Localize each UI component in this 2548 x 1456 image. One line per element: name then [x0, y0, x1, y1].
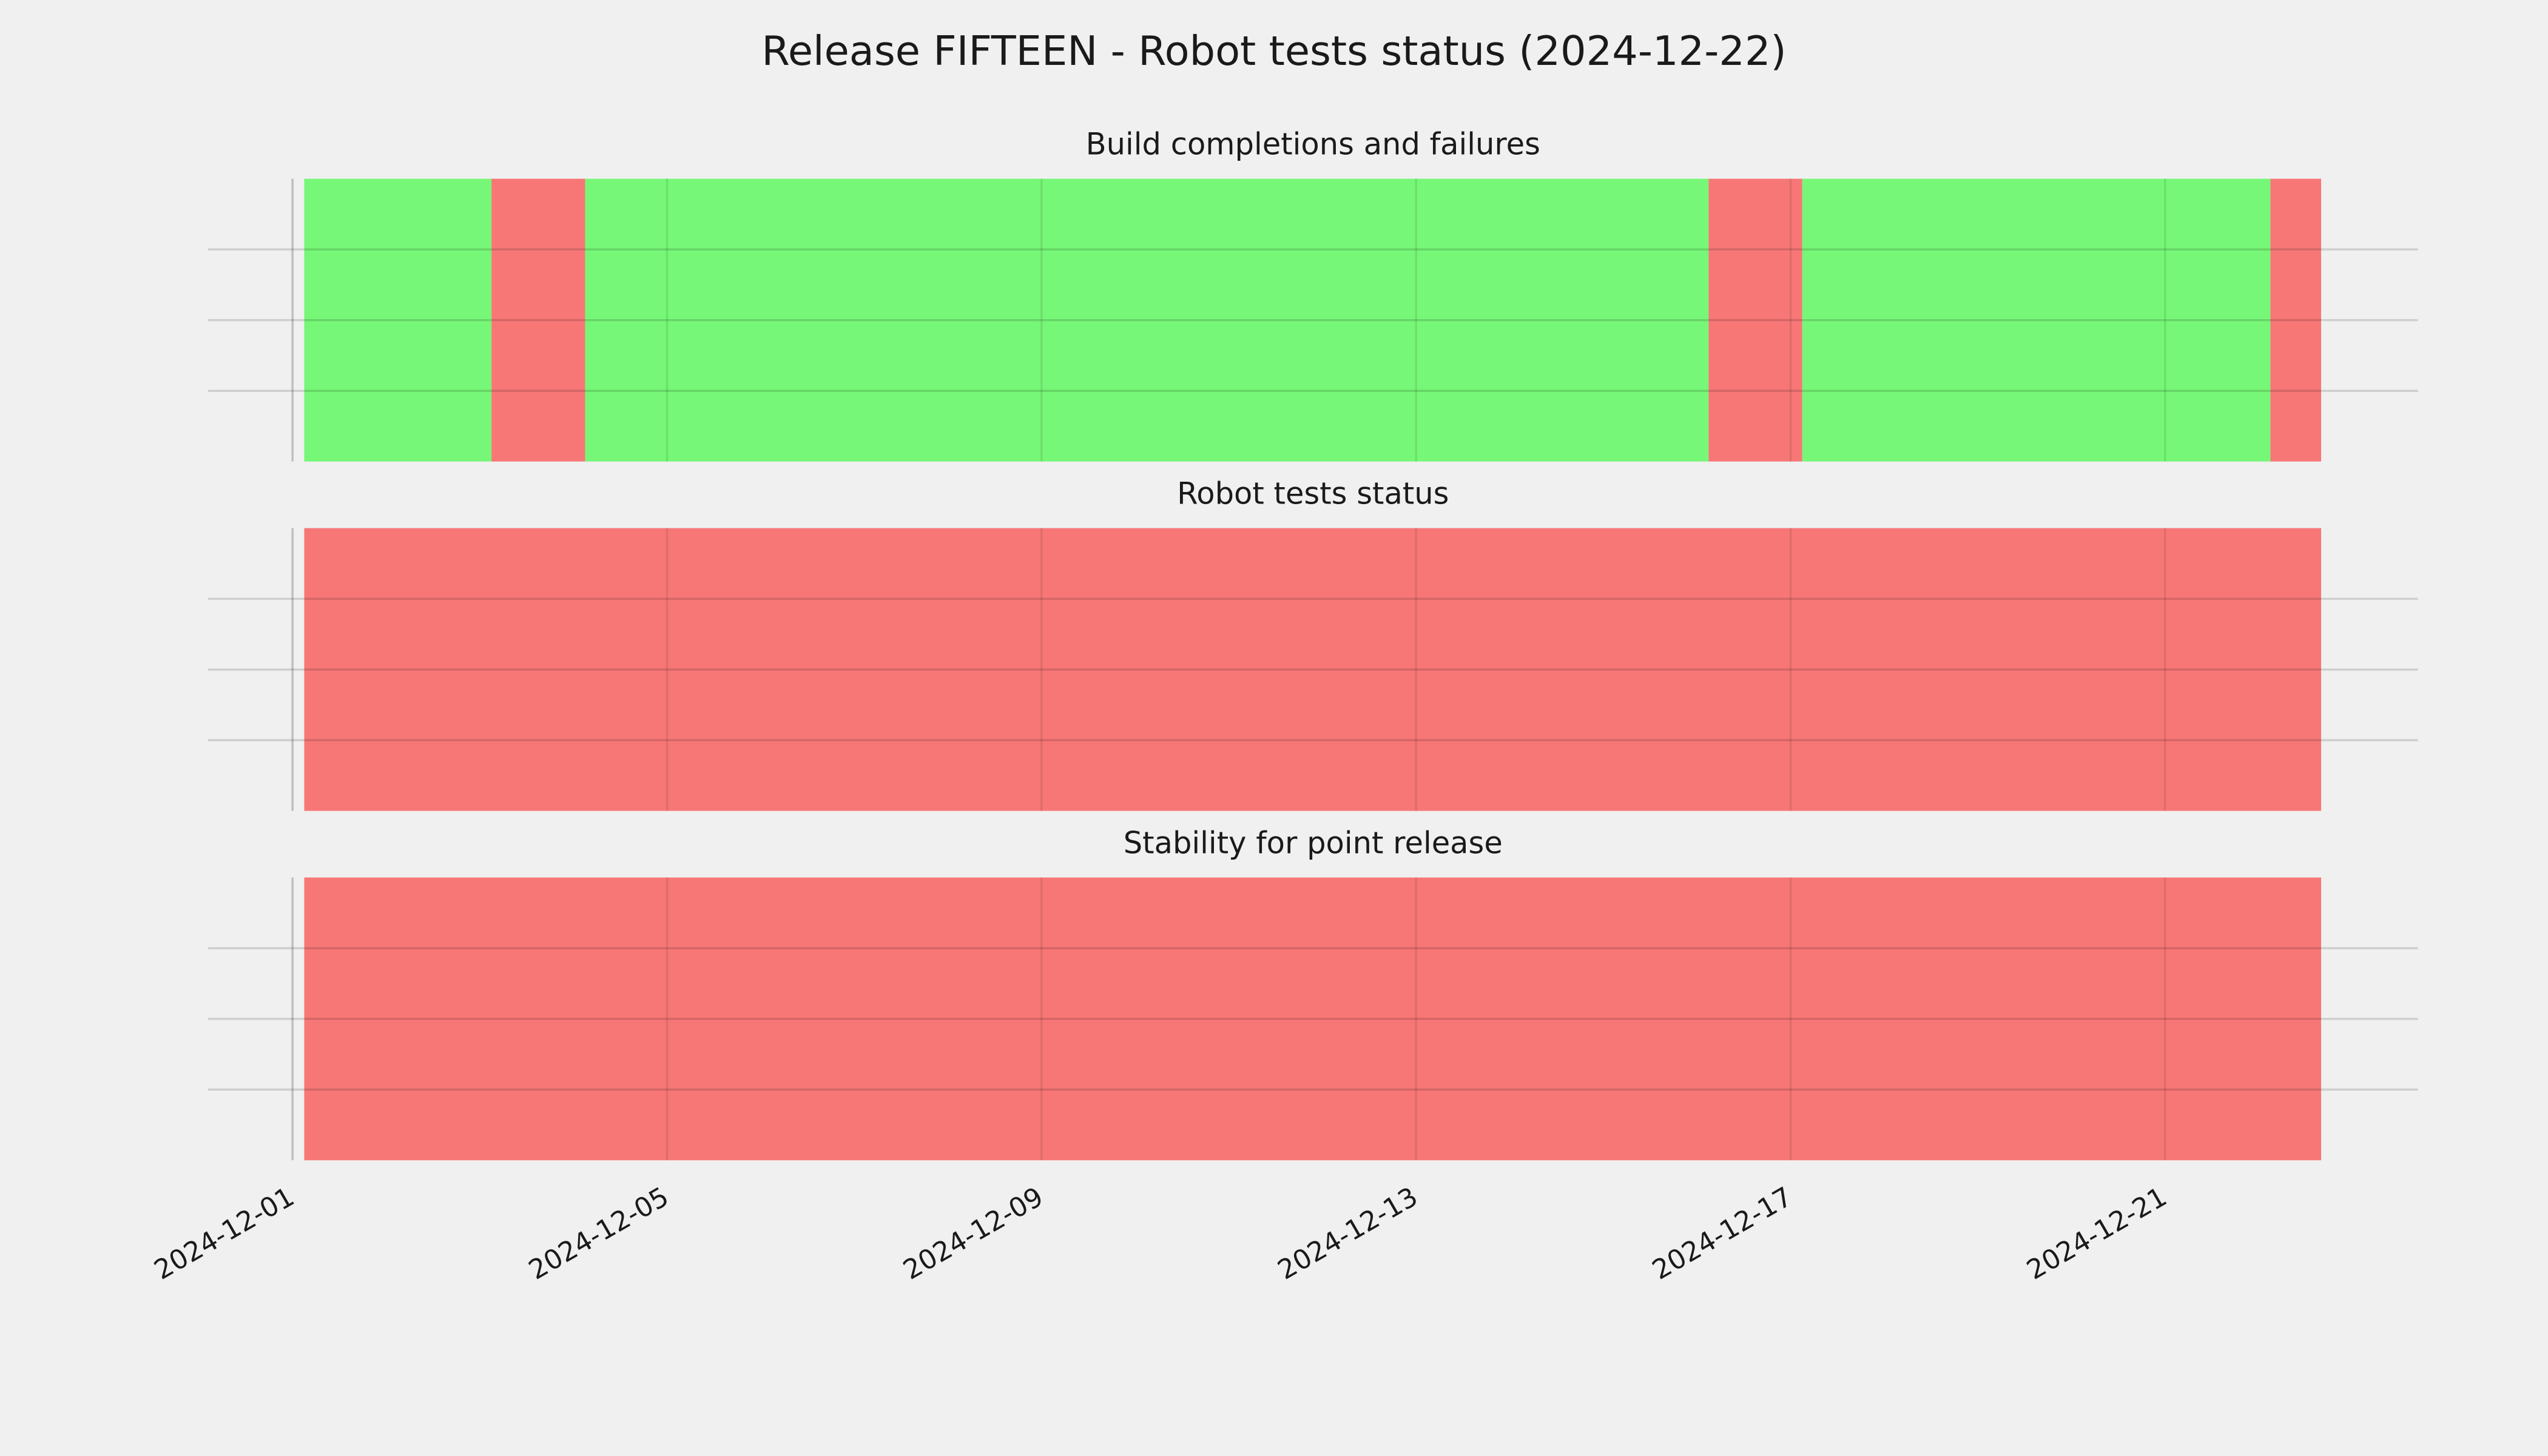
status-span — [585, 178, 1709, 462]
subplot-title: Build completions and failures — [1086, 127, 1540, 162]
subplot-title: Robot tests status — [1177, 476, 1449, 511]
status-span — [1802, 178, 2271, 462]
status-span — [1708, 178, 1802, 462]
status-span — [304, 178, 492, 462]
status-span — [304, 877, 2322, 1161]
status-span — [491, 178, 585, 462]
chart-title: Release FIFTEEN - Robot tests status (20… — [761, 27, 1786, 75]
status-span — [2270, 178, 2322, 462]
subplot-title: Stability for point release — [1124, 825, 1503, 860]
status-span — [304, 528, 2322, 811]
